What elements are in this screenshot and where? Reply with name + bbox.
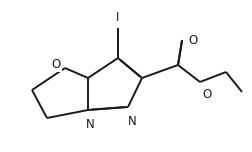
Text: N: N [128,115,136,128]
Text: O: O [188,33,197,47]
Text: O: O [52,59,61,71]
Text: O: O [202,88,211,101]
Text: I: I [116,11,120,24]
Text: N: N [86,118,94,131]
